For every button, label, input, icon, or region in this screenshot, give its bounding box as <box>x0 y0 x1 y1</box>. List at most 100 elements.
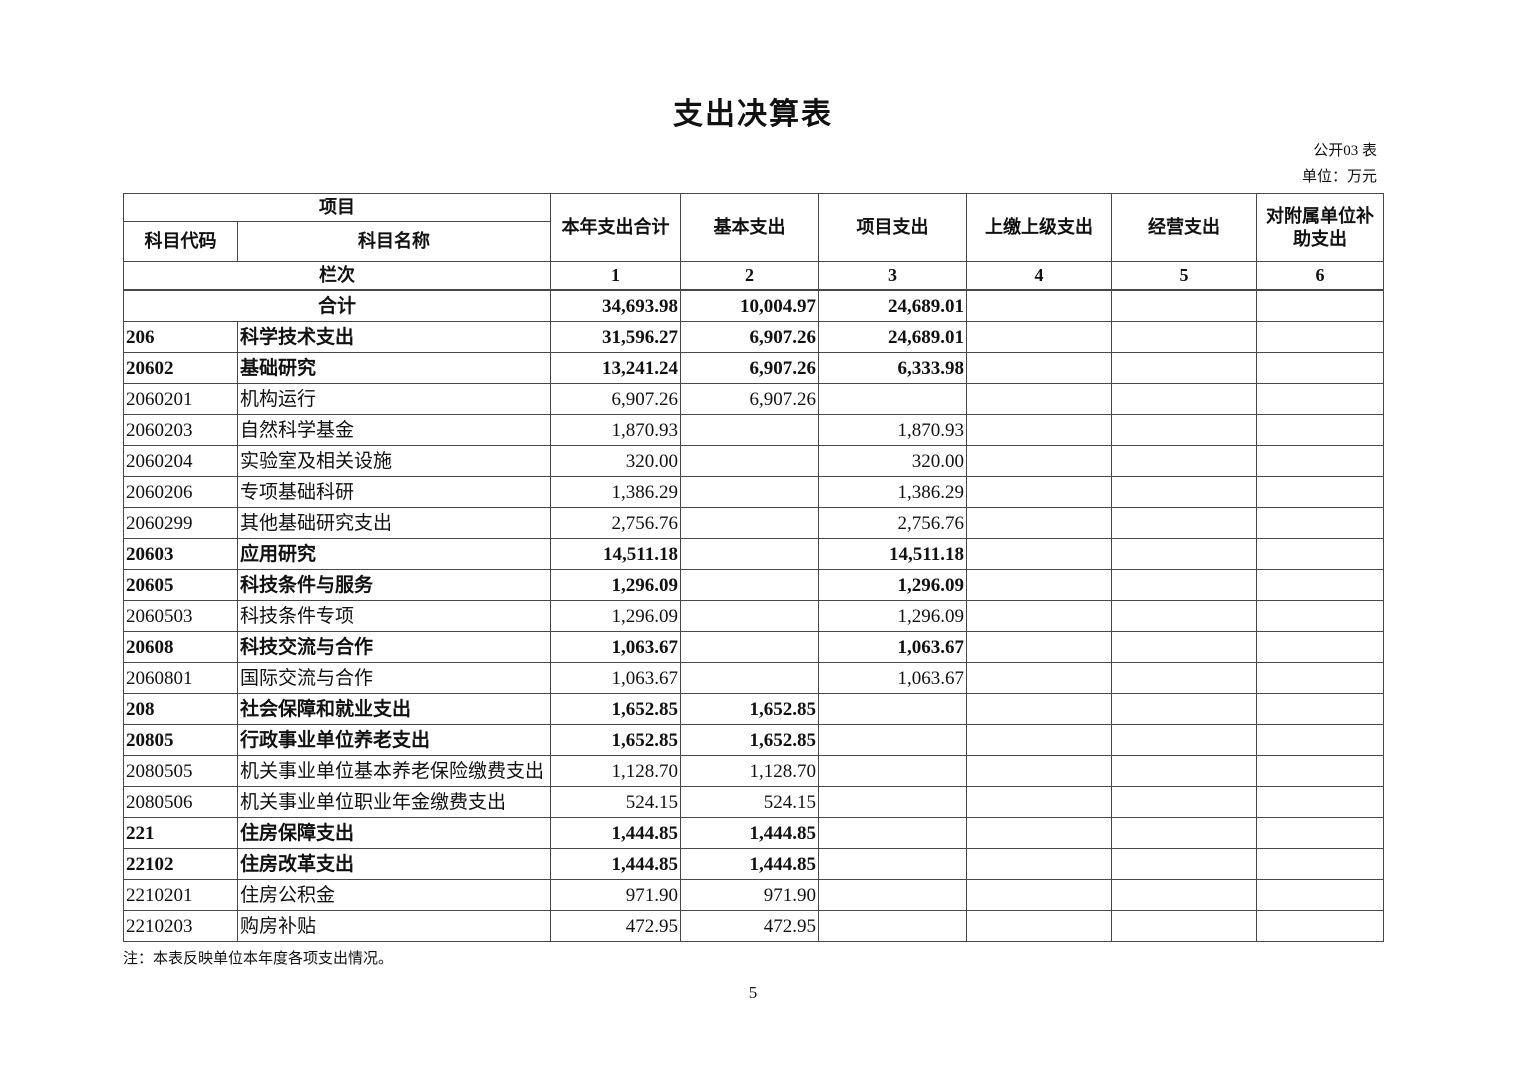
page-number: 5 <box>748 983 758 1002</box>
total-row: 合计 34,693.98 10,004.97 24,689.01 <box>123 289 1384 322</box>
value-cell <box>1256 817 1384 849</box>
value-cell <box>818 724 967 756</box>
value-cell <box>1111 476 1257 508</box>
value-cell <box>1111 383 1257 415</box>
subject-code-cell: 2210203 <box>123 910 238 942</box>
table-note: 注：本表反映单位本年度各项支出情况。 <box>123 951 394 967</box>
value-cell: 1,296.09 <box>818 569 967 601</box>
value-cell <box>1111 817 1257 849</box>
value-cell <box>680 507 819 539</box>
column-index-label: 栏次 <box>123 261 551 291</box>
subject-name-cell: 住房保障支出 <box>237 817 551 849</box>
value-cell: 6,333.98 <box>818 352 967 384</box>
expenditure-table: 项目 本年支出合计 基本支出 项目支出 上缴上级支出 经营支出 对附属单位补助支… <box>123 193 1384 942</box>
value-cell <box>1256 848 1384 880</box>
value-cell <box>1111 352 1257 384</box>
table-row: 20603 应用研究 14,511.18 14,511.18 <box>123 538 1384 570</box>
value-cell: 1,652.85 <box>550 724 681 756</box>
subject-name-cell: 住房改革支出 <box>237 848 551 880</box>
value-cell <box>1256 724 1384 756</box>
value-cell: 971.90 <box>550 879 681 911</box>
value-cell: 1,870.93 <box>818 414 967 446</box>
value-cell <box>1111 600 1257 632</box>
value-cell: 2,756.76 <box>550 507 681 539</box>
subject-code-cell: 20805 <box>123 724 238 756</box>
value-cell: 1,063.67 <box>818 631 967 663</box>
subject-code-cell: 2060801 <box>123 662 238 694</box>
value-cell <box>1256 321 1384 353</box>
unit-label: 单位：万元 <box>1301 169 1377 185</box>
total-value-cell: 10,004.97 <box>680 289 819 322</box>
table-row: 20805 行政事业单位养老支出 1,652.85 1,652.85 <box>123 724 1384 756</box>
total-value-cell <box>1111 289 1257 322</box>
table-row: 208 社会保障和就业支出 1,652.85 1,652.85 <box>123 693 1384 725</box>
value-cell: 1,128.70 <box>680 755 819 787</box>
subject-code-cell: 2060201 <box>123 383 238 415</box>
table-body: 栏次 1 2 3 4 5 6 合计 34,693.98 10,004.97 24… <box>123 261 1384 942</box>
subject-code-cell: 2060299 <box>123 507 238 539</box>
value-cell <box>966 848 1112 880</box>
subject-code-cell: 221 <box>123 817 238 849</box>
value-cell <box>1256 693 1384 725</box>
subject-name-cell: 机关事业单位基本养老保险缴费支出 <box>237 755 551 787</box>
value-cell <box>966 662 1112 694</box>
value-cell <box>818 817 967 849</box>
table-row: 206 科学技术支出 31,596.27 6,907.26 24,689.01 <box>123 321 1384 353</box>
value-cell <box>966 631 1112 663</box>
value-cell <box>1256 476 1384 508</box>
value-cell <box>1256 352 1384 384</box>
value-cell: 1,063.67 <box>550 662 681 694</box>
value-cell <box>1256 786 1384 818</box>
value-cell <box>680 538 819 570</box>
value-cell <box>1111 445 1257 477</box>
value-cell <box>966 414 1112 446</box>
subject-code-cell: 2210201 <box>123 879 238 911</box>
table-meta: 公开03 表 单位：万元 <box>123 138 1383 190</box>
value-cell: 6,907.26 <box>680 352 819 384</box>
subject-name-cell: 机关事业单位职业年金缴费支出 <box>237 786 551 818</box>
total-value-cell <box>966 289 1112 322</box>
header-subject-code: 科目代码 <box>123 221 238 262</box>
table-row: 22102 住房改革支出 1,444.85 1,444.85 <box>123 848 1384 880</box>
subject-name-cell: 专项基础科研 <box>237 476 551 508</box>
subject-code-cell: 2080506 <box>123 786 238 818</box>
value-cell: 1,063.67 <box>550 631 681 663</box>
subject-name-cell: 自然科学基金 <box>237 414 551 446</box>
subject-name-cell: 科技条件专项 <box>237 600 551 632</box>
value-cell <box>966 600 1112 632</box>
value-cell <box>1256 662 1384 694</box>
value-cell: 14,511.18 <box>818 538 967 570</box>
value-cell <box>1111 786 1257 818</box>
value-cell <box>966 879 1112 911</box>
value-cell: 1,296.09 <box>550 569 681 601</box>
subject-code-cell: 2060204 <box>123 445 238 477</box>
value-cell <box>966 817 1112 849</box>
column-index-cell: 2 <box>680 261 819 291</box>
value-cell <box>680 476 819 508</box>
value-cell <box>1256 507 1384 539</box>
value-cell <box>1256 538 1384 570</box>
header-project-group: 项目 <box>123 193 551 222</box>
column-index-cell: 6 <box>1256 261 1384 291</box>
value-cell <box>680 600 819 632</box>
value-cell <box>1111 848 1257 880</box>
column-index-cell: 5 <box>1111 261 1257 291</box>
value-cell <box>818 786 967 818</box>
table-row: 2210201 住房公积金 971.90 971.90 <box>123 879 1384 911</box>
value-cell: 1,386.29 <box>550 476 681 508</box>
table-row: 20605 科技条件与服务 1,296.09 1,296.09 <box>123 569 1384 601</box>
value-cell: 472.95 <box>550 910 681 942</box>
subject-code-cell: 20605 <box>123 569 238 601</box>
table-row: 2080505 机关事业单位基本养老保险缴费支出 1,128.70 1,128.70 <box>123 755 1384 787</box>
value-cell <box>1111 507 1257 539</box>
value-cell: 1,444.85 <box>680 848 819 880</box>
subject-code-cell: 2060203 <box>123 414 238 446</box>
header-col-upper-level: 上缴上级支出 <box>966 193 1112 262</box>
value-cell <box>966 693 1112 725</box>
value-cell <box>1111 538 1257 570</box>
value-cell <box>1256 569 1384 601</box>
value-cell <box>680 569 819 601</box>
form-number-label: 公开03 表 <box>1313 143 1377 159</box>
subject-code-cell: 208 <box>123 693 238 725</box>
value-cell <box>1111 321 1257 353</box>
